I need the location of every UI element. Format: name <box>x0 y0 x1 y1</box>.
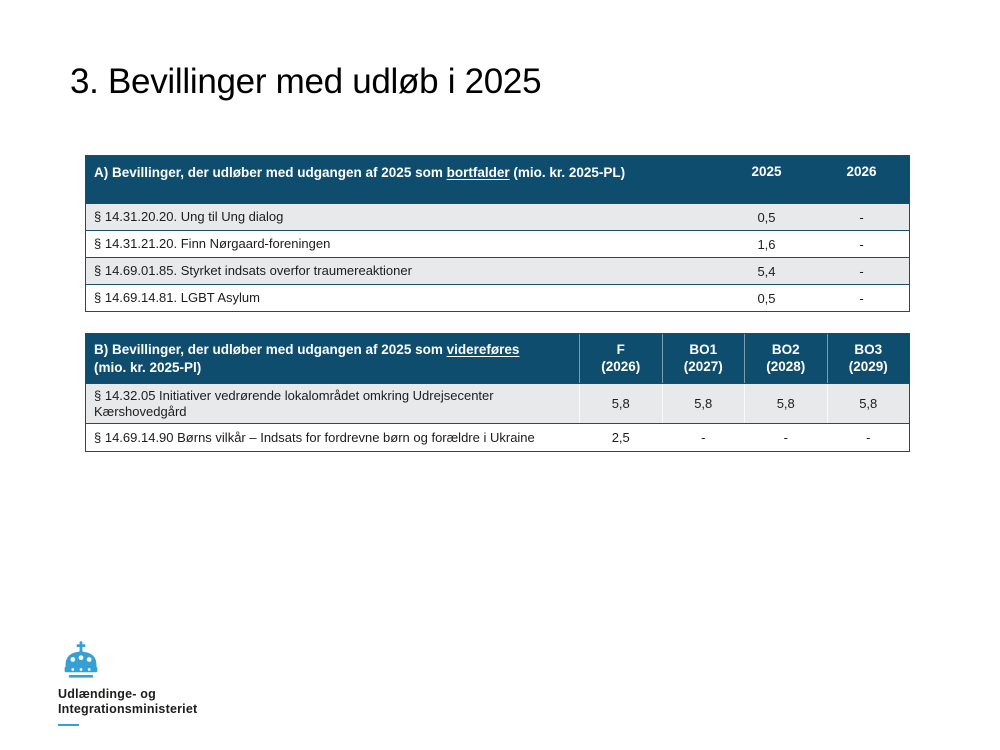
table-a-header: A) Bevillinger, der udløber med udgangen… <box>86 156 909 203</box>
row-value-bo3: - <box>826 424 910 451</box>
row-value-bo1: - <box>661 424 745 451</box>
table-b-header-text: B) Bevillinger, der udløber med udgangen… <box>94 342 447 357</box>
row-label: § 14.32.05 Initiativer vedrørende lokalo… <box>94 387 494 419</box>
table-b: B) Bevillinger, der udløber med udgangen… <box>85 333 910 452</box>
row-value-bo1: 5,8 <box>661 384 745 423</box>
row-value-bo2: 5,8 <box>744 384 827 423</box>
row-label: § 14.69.01.85. Styrket indsats overfor t… <box>94 263 412 278</box>
row-label: § 14.31.21.20. Finn Nørgaard-foreningen <box>94 236 331 251</box>
table-row: § 14.69.14.81. LGBT Asylum 0,5 - <box>86 284 909 311</box>
row-value-2025: 0,5 <box>757 209 776 225</box>
row-value-bo2: - <box>744 424 827 451</box>
table-b-header-underlined-word: videreføres <box>446 342 520 357</box>
table-row: § 14.69.14.90 Børns vilkår – Indsats for… <box>86 423 909 451</box>
row-value-2026: - <box>859 290 864 306</box>
ministry-name: Udlændinge- og Integrationsministeriet <box>58 687 198 716</box>
page-title: 3. Bevillinger med udløb i 2025 <box>70 62 542 101</box>
ministry-logo: Udlændinge- og Integrationsministeriet <box>58 641 197 726</box>
table-row: § 14.69.01.85. Styrket indsats overfor t… <box>86 257 909 284</box>
row-value-f: 5,8 <box>579 384 662 423</box>
row-value-2025: 1,6 <box>757 236 776 252</box>
table-a-col-header-2026: 2026 <box>846 164 877 179</box>
row-value-f: 2,5 <box>579 424 662 451</box>
table-b-col-header-bo1-2027: BO1 (2027) <box>661 334 745 383</box>
table-a: A) Bevillinger, der udløber med udgangen… <box>85 155 910 312</box>
row-value-2026: - <box>859 209 864 225</box>
table-a-header-unit: (mio. kr. 2025-PL) <box>509 165 626 180</box>
table-a-header-underlined-word: bortfalder <box>446 165 510 180</box>
table-b-col-header-f-2026: F (2026) <box>579 334 662 383</box>
danish-crown-icon <box>64 641 98 678</box>
logo-underline <box>58 724 79 726</box>
table-row: § 14.31.21.20. Finn Nørgaard-foreningen … <box>86 230 909 257</box>
table-b-header: B) Bevillinger, der udløber med udgangen… <box>86 334 909 383</box>
row-label: § 14.69.14.81. LGBT Asylum <box>94 290 260 305</box>
table-b-header-unit: (mio. kr. 2025-Pl) <box>94 360 202 375</box>
table-a-header-text: A) Bevillinger, der udløber med udgangen… <box>94 165 447 180</box>
table-row: § 14.31.20.20. Ung til Ung dialog 0,5 - <box>86 203 909 230</box>
row-label: § 14.69.14.90 Børns vilkår – Indsats for… <box>94 429 535 445</box>
table-a-header-label: A) Bevillinger, der udløber med udgangen… <box>86 156 719 203</box>
table-b-header-label: B) Bevillinger, der udløber med udgangen… <box>86 334 579 383</box>
table-b-col-header-bo3-2029: BO3 (2029) <box>826 334 910 383</box>
row-value-2026: - <box>859 263 864 279</box>
row-value-bo3: 5,8 <box>826 384 910 423</box>
row-label: § 14.31.20.20. Ung til Ung dialog <box>94 209 284 224</box>
row-value-2025: 0,5 <box>757 290 776 306</box>
row-value-2026: - <box>859 236 864 252</box>
table-row: § 14.32.05 Initiativer vedrørende lokalo… <box>86 383 909 423</box>
table-a-col-header-2025: 2025 <box>751 164 782 179</box>
table-b-col-header-bo2-2028: BO2 (2028) <box>744 334 827 383</box>
row-value-2025: 5,4 <box>757 263 776 279</box>
